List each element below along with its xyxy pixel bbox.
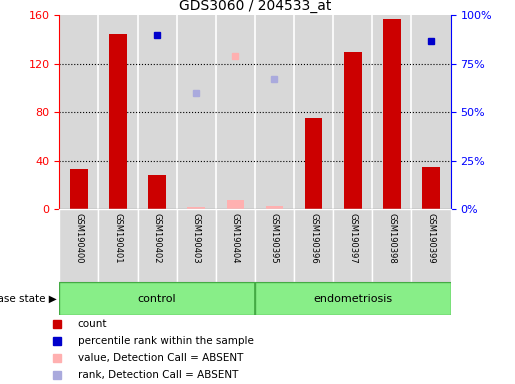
Bar <box>333 15 372 209</box>
Text: GSM190403: GSM190403 <box>192 213 201 263</box>
Bar <box>372 15 411 209</box>
Text: GSM190395: GSM190395 <box>270 213 279 263</box>
Bar <box>59 15 98 209</box>
Bar <box>187 207 205 209</box>
Text: GSM190398: GSM190398 <box>387 213 397 264</box>
Text: count: count <box>78 318 107 329</box>
Text: GSM190401: GSM190401 <box>113 213 123 263</box>
Text: GSM190397: GSM190397 <box>348 213 357 264</box>
Bar <box>227 200 244 209</box>
Text: GSM190396: GSM190396 <box>309 213 318 264</box>
Bar <box>255 15 294 209</box>
Text: control: control <box>138 293 176 304</box>
Bar <box>372 209 411 282</box>
Text: GSM190400: GSM190400 <box>74 213 83 263</box>
Bar <box>138 209 177 282</box>
Bar <box>216 15 255 209</box>
Bar <box>216 209 255 282</box>
Bar <box>294 15 333 209</box>
Bar <box>333 209 372 282</box>
Bar <box>177 209 216 282</box>
Text: percentile rank within the sample: percentile rank within the sample <box>78 336 254 346</box>
Text: endometriosis: endometriosis <box>313 293 392 304</box>
Bar <box>411 15 451 209</box>
Bar <box>383 19 401 209</box>
Bar <box>148 175 166 209</box>
Bar <box>344 52 362 209</box>
Bar <box>98 15 138 209</box>
Bar <box>422 167 440 209</box>
Text: disease state ▶: disease state ▶ <box>0 293 57 304</box>
Bar <box>59 282 255 315</box>
Text: GSM190399: GSM190399 <box>426 213 436 263</box>
Text: rank, Detection Call = ABSENT: rank, Detection Call = ABSENT <box>78 370 238 381</box>
Bar <box>177 15 216 209</box>
Bar <box>411 209 451 282</box>
Text: GSM190402: GSM190402 <box>152 213 162 263</box>
Bar <box>266 206 283 209</box>
Bar <box>255 282 451 315</box>
Bar <box>138 15 177 209</box>
Bar <box>70 169 88 209</box>
Bar <box>109 33 127 209</box>
Bar <box>294 209 333 282</box>
Text: value, Detection Call = ABSENT: value, Detection Call = ABSENT <box>78 353 243 363</box>
Title: GDS3060 / 204533_at: GDS3060 / 204533_at <box>179 0 331 13</box>
Bar <box>255 209 294 282</box>
Bar <box>187 207 205 209</box>
Bar <box>59 209 98 282</box>
Bar <box>98 209 138 282</box>
Text: GSM190404: GSM190404 <box>231 213 240 263</box>
Bar <box>305 118 322 209</box>
